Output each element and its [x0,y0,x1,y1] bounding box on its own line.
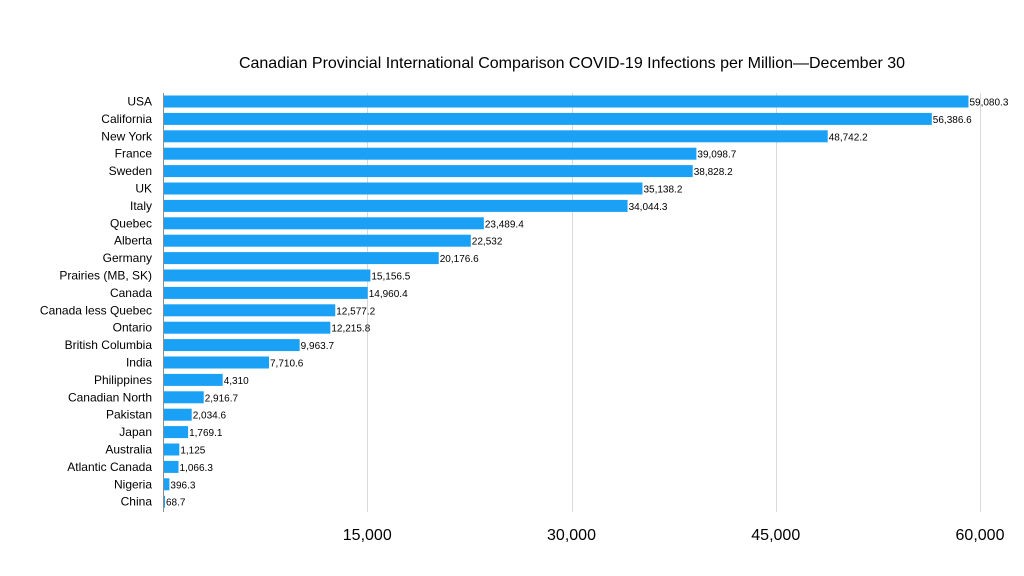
x-tick-labels: 15,000 30,000 45,000 60,000 [343,527,1005,544]
value-label: 12,215.8 [331,324,370,335]
category-label: Philippines [94,373,152,387]
value-label: 14,960.4 [369,289,408,300]
chart-title: Canadian Provincial International Compar… [239,55,905,72]
category-label: UK [135,182,152,196]
bar [164,443,180,456]
value-label: 7,710.6 [270,359,304,370]
category-label: Nigeria [114,477,152,491]
bar [164,182,643,195]
bar [164,321,331,334]
bar [164,165,693,178]
bars [164,95,969,508]
bar [164,304,336,317]
bar [164,95,969,108]
bar [164,269,371,282]
value-label: 1,125 [180,446,205,457]
x-tick-label: 15,000 [343,527,392,544]
bar [164,112,932,125]
bar [164,130,828,143]
value-label: 22,532 [472,237,503,248]
value-label: 20,176.6 [440,254,479,265]
category-label: China [121,495,153,509]
bar [164,217,484,230]
value-label: 1,066.3 [180,463,214,474]
value-label: 48,742.2 [829,132,868,143]
bar [164,373,223,386]
bar [164,234,471,247]
bar [164,478,170,491]
category-label: Germany [103,251,152,265]
category-label: USA [127,95,152,109]
value-label: 2,034.6 [193,411,227,422]
category-label: Canadian North [68,390,152,404]
bar [164,199,628,212]
category-label: Sweden [109,164,152,178]
category-label: Japan [119,425,152,439]
category-label: Quebec [110,216,152,230]
category-label: Atlantic Canada [67,460,152,474]
value-labels: 59,080.3 56,386.6 48,742.2 39,098.7 38,828.2… [166,98,1009,509]
bar [164,408,192,421]
bar [164,252,439,265]
value-label: 1,769.1 [189,428,223,439]
category-label: Canada [110,286,152,300]
x-tick-label: 30,000 [547,527,596,544]
category-label: British Columbia [65,338,153,352]
value-label: 4,310 [224,376,249,387]
value-label: 59,080.3 [969,98,1008,109]
value-label: 12,577.2 [336,306,375,317]
bar [164,495,165,508]
bar [164,391,204,404]
category-label: Italy [130,199,152,213]
value-label: 23,489.4 [485,219,524,230]
x-tick-label: 60,000 [956,527,1005,544]
category-label: France [115,147,153,161]
bar [164,286,368,299]
value-label: 35,138.2 [643,185,682,196]
gridlines [367,93,981,512]
value-label: 2,916.7 [205,393,239,404]
bar [164,356,269,369]
x-tick-label: 45,000 [751,527,800,544]
value-label: 15,156.5 [371,272,410,283]
category-label: Canada less Quebec [40,303,152,317]
category-label: Prairies (MB, SK) [59,269,152,283]
category-label: India [126,356,152,370]
category-label: New York [101,129,153,143]
value-label: 9,963.7 [301,341,335,352]
category-label: Pakistan [106,408,152,422]
value-label: 34,044.3 [629,202,668,213]
bar [164,460,179,473]
category-label: California [101,112,152,126]
value-label: 38,828.2 [694,167,733,178]
value-label: 396.3 [170,480,195,491]
bar [164,339,300,352]
value-label: 68.7 [166,498,186,509]
category-labels: USA California New York France Sweden UK Italy… [40,95,153,509]
bar [164,147,697,160]
bar [164,426,189,439]
value-label: 56,386.6 [933,115,972,126]
value-label: 39,098.7 [697,150,736,161]
category-label: Alberta [114,234,152,248]
category-label: Australia [105,443,152,457]
category-label: Ontario [113,321,153,335]
